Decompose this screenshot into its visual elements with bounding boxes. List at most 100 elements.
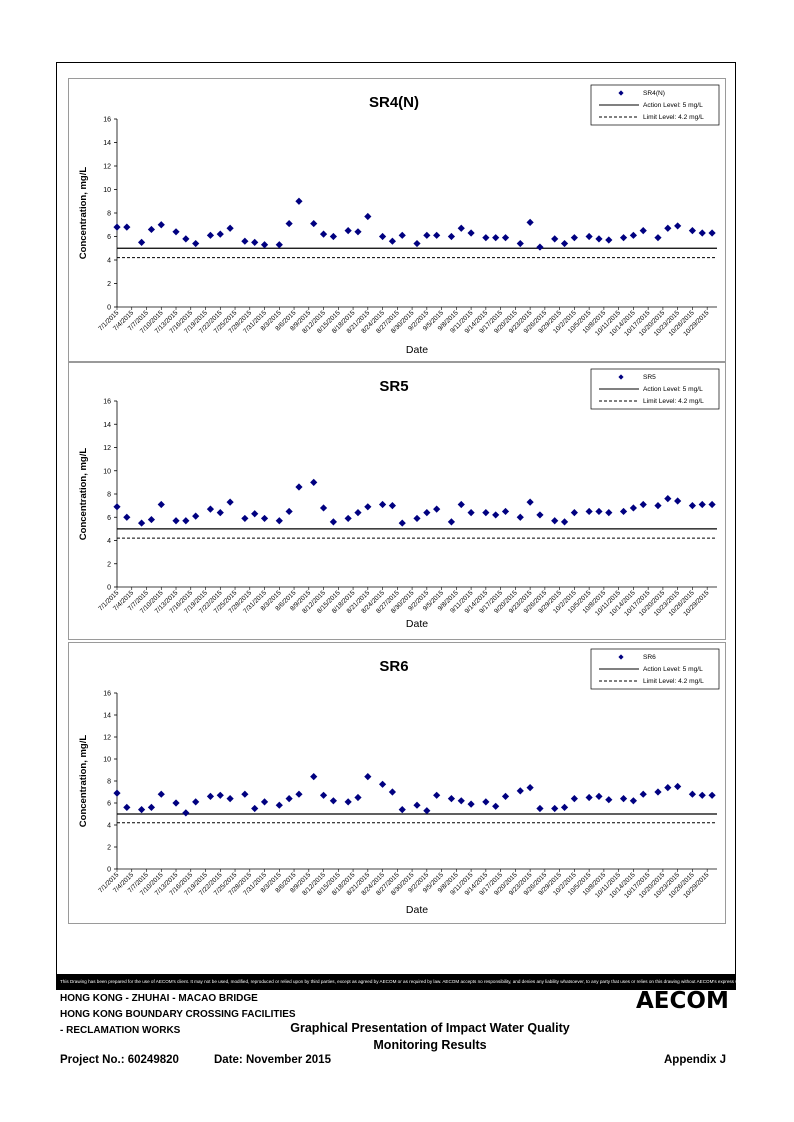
y-tick-label: 4 [107,538,111,545]
data-point [241,790,249,798]
data-point [113,223,121,231]
data-point [516,239,524,248]
project-number: Project No.: 60249820 [60,1054,179,1066]
data-point [398,231,406,239]
data-point [413,801,421,809]
data-point [423,807,431,815]
y-axis-label: Concentration, mg/L [78,167,89,260]
data-point [501,234,510,242]
data-point [688,502,697,510]
legend-label: Limit Level: 4.2 mg/L [643,678,704,685]
data-point [137,806,146,814]
data-point [398,519,406,527]
data-point [674,222,682,230]
data-point [329,232,337,241]
data-point [698,500,706,509]
data-point [364,212,372,221]
data-point [310,773,318,781]
data-point [467,229,475,237]
data-point [619,507,628,516]
y-tick-label: 0 [107,585,111,592]
data-point [457,500,465,509]
data-point [344,798,352,806]
y-tick-label: 14 [103,422,111,429]
data-point [275,517,283,525]
data-point [172,517,180,525]
data-point [378,500,387,509]
legend-label: Limit Level: 4.2 mg/L [643,398,704,405]
data-point [388,237,397,245]
data-point [226,498,234,506]
data-point [664,495,672,503]
x-axis-label: Date [406,344,428,356]
data-point [157,221,165,229]
chart-panel-sr4n: SR4(N) 0 2 4 6 8 10 12 14 16 Concentration, mg/L 7/… [68,78,726,362]
data-point [216,509,224,517]
y-tick-label: 0 [107,867,111,874]
data-point [251,238,259,246]
data-point [551,235,559,243]
data-point [654,502,662,510]
legend-label: SR6 [643,654,656,661]
data-point [157,790,165,798]
data-point [172,799,180,807]
y-tick-label: 10 [103,757,111,764]
data-point [551,804,559,813]
chart-panel-sr5: SR5 0 2 4 6 8 10 12 14 16 Concentration, mg/L 7/1/2… [68,362,726,640]
data-point [295,483,303,491]
data-point [226,795,234,803]
x-axis-label: Date [406,618,428,630]
y-tick-label: 8 [107,211,111,218]
data-point [698,229,706,237]
data-point [433,231,441,239]
data-point [251,510,259,518]
data-point [447,795,456,803]
data-point [501,507,510,516]
data-point [295,790,303,798]
data-point [310,478,318,486]
data-point [260,514,269,523]
data-point [137,519,146,527]
data-point [467,509,475,517]
project-name-line1: HONG KONG - ZHUHAI - MACAO BRIDGE [60,993,258,1004]
data-point [629,231,637,239]
x-axis-label: Date [406,904,428,916]
data-point [674,782,682,791]
data-point [536,804,544,813]
data-point [413,239,421,248]
data-point [457,797,465,805]
data-point [260,241,269,249]
data-point [560,518,569,526]
data-point [123,803,131,811]
data-point [251,804,259,813]
data-point [147,515,156,524]
y-tick-label: 10 [103,468,111,475]
data-point [595,235,603,243]
legend-label: Limit Level: 4.2 mg/L [643,114,704,121]
drawing-title-line2: Monitoring Results [373,1038,487,1052]
project-name-line2: HONG KONG BOUNDARY CROSSING FACILITIES [60,1009,296,1020]
data-point [423,231,431,239]
y-tick-label: 16 [103,691,111,698]
data-point [364,503,372,511]
data-point [206,792,215,800]
data-point [398,806,406,814]
data-point [605,509,613,517]
data-point [501,792,510,800]
data-point [482,509,490,517]
y-tick-label: 6 [107,234,111,241]
data-point [708,500,716,509]
data-point [467,800,475,808]
data-point [364,773,372,781]
data-point [182,235,190,243]
data-point [172,228,180,236]
data-point [688,790,697,798]
y-tick-label: 6 [107,801,111,808]
data-point [639,790,647,798]
disclaimer-bar: This Drawing has been prepared for the u… [56,974,736,990]
chart-title: SR5 [379,378,408,395]
data-point [688,227,697,235]
data-point [310,219,318,228]
y-tick-label: 8 [107,779,111,786]
